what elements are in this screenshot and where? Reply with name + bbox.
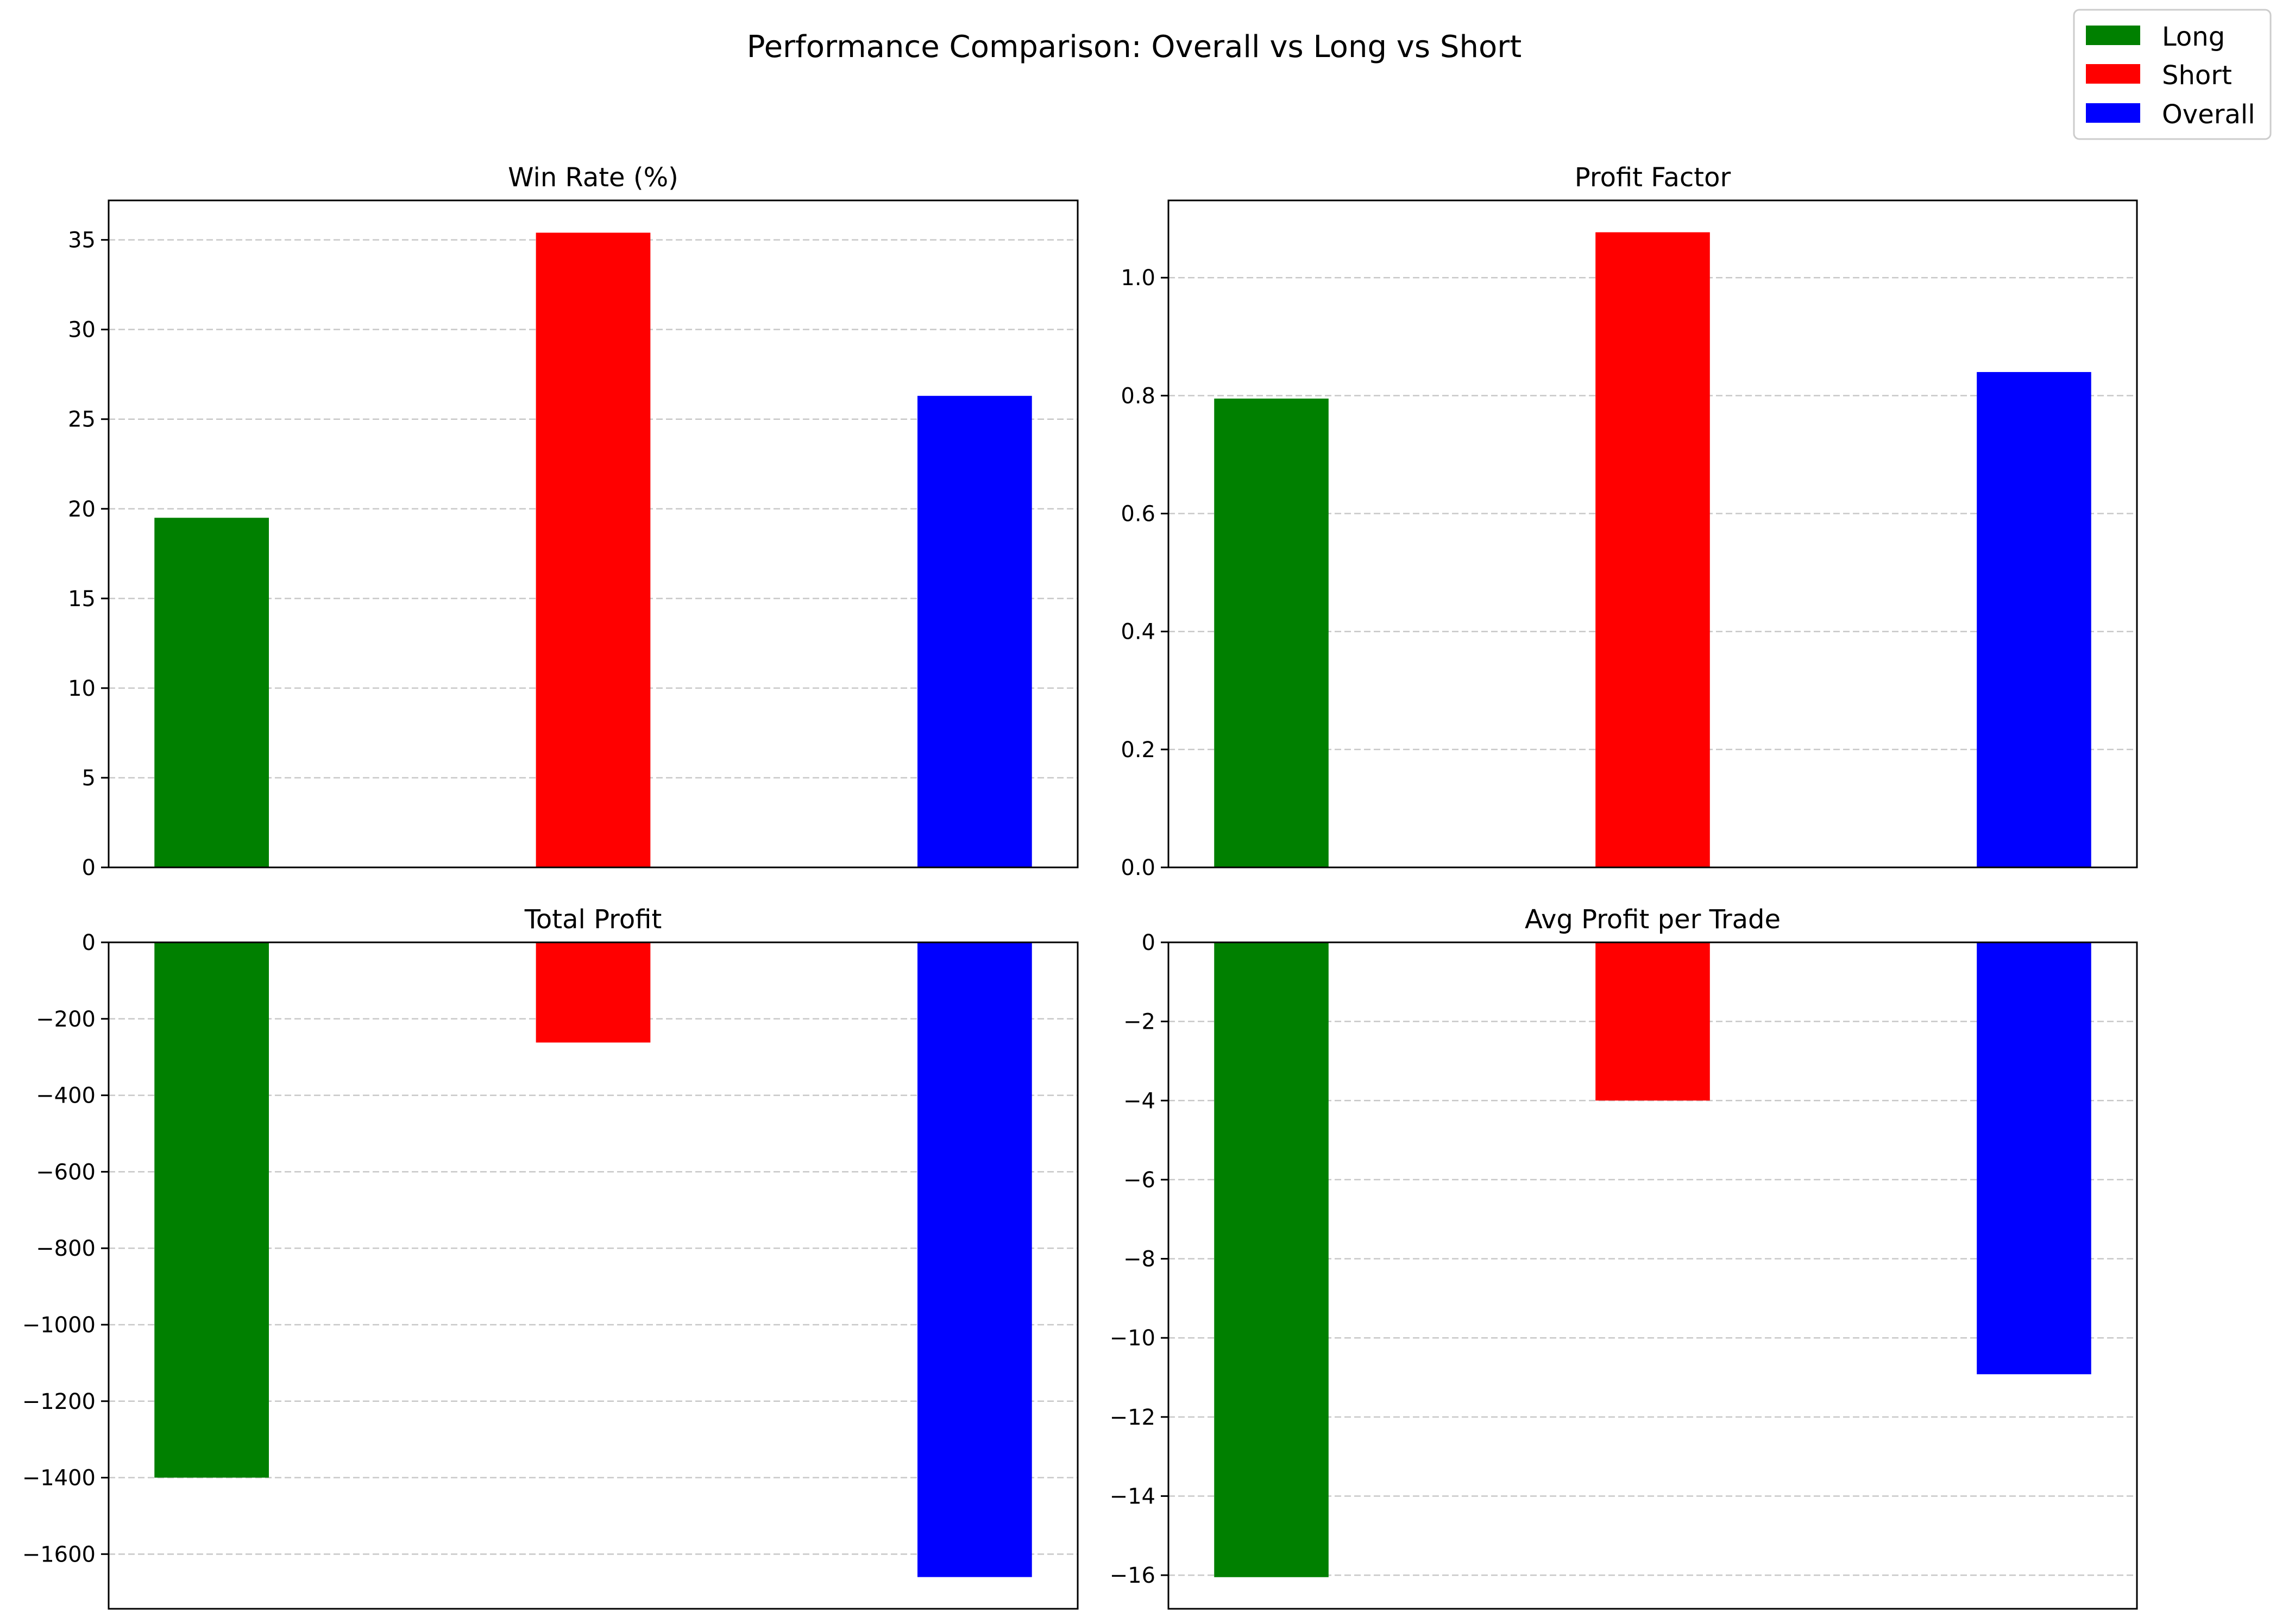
win-rate-bar-short bbox=[536, 232, 651, 868]
legend-swatch-overall bbox=[2086, 103, 2140, 123]
subplot-win-rate: 0 5 10 15 20 25 30 35 Win Rate (%) bbox=[68, 162, 1079, 880]
profit-factor-ytick-label: 0.4 bbox=[1121, 620, 1155, 645]
win-rate-bar-overall bbox=[917, 395, 1032, 867]
total-profit-bar-overall bbox=[917, 942, 1032, 1577]
legend-item-short: Short bbox=[2086, 60, 2232, 91]
win-rate-ytick-label: 0 bbox=[82, 855, 96, 880]
profit-factor-bar-long bbox=[1214, 398, 1329, 867]
total-profit-ytick-label: −400 bbox=[36, 1084, 96, 1109]
total-profit-title: Total Profit bbox=[524, 904, 662, 935]
total-profit-ytick-label: −200 bbox=[36, 1007, 96, 1032]
avg-profit-per-trade-ytick-label: −6 bbox=[1123, 1168, 1155, 1193]
legend-item-long: Long bbox=[2086, 22, 2225, 52]
total-profit-ytick-label: −1600 bbox=[22, 1542, 96, 1567]
profit-factor-ytick-label: 0.8 bbox=[1121, 383, 1155, 408]
avg-profit-per-trade-ytick-label: −8 bbox=[1123, 1247, 1155, 1272]
profit-factor-bar-overall bbox=[1977, 372, 2091, 867]
avg-profit-per-trade-ytick-label: −10 bbox=[1110, 1326, 1155, 1351]
subplot-total-profit: 0 −200 −400 −600 −800 −1000 −1200 −1400 −1600 Tot… bbox=[22, 904, 1079, 1610]
win-rate-ytick-label: 15 bbox=[68, 587, 96, 612]
avg-profit-per-trade-axes-frame bbox=[1167, 941, 2138, 1610]
subplot-avg-profit-per-trade: 0 −2 −4 −6 −8 −10 −12 −14 −16 Avg Profit per Trad… bbox=[1110, 904, 2138, 1610]
avg-profit-per-trade-bar-long bbox=[1214, 942, 1329, 1577]
total-profit-ytick-label: −1200 bbox=[22, 1389, 96, 1414]
win-rate-bar-long bbox=[154, 518, 269, 867]
total-profit-ytick-label: −600 bbox=[36, 1160, 96, 1185]
total-profit-ytick-label: −1400 bbox=[22, 1466, 96, 1491]
avg-profit-per-trade-bar-overall bbox=[1977, 942, 2091, 1375]
win-rate-ytick-label: 20 bbox=[68, 497, 96, 522]
profit-factor-title: Profit Factor bbox=[1575, 162, 1731, 193]
legend-swatch-short bbox=[2086, 64, 2140, 84]
legend: Long Short Overall bbox=[2073, 9, 2272, 140]
profit-factor-ytick-label: 0.0 bbox=[1121, 855, 1155, 880]
avg-profit-per-trade-title: Avg Profit per Trade bbox=[1525, 904, 1781, 935]
legend-label-overall: Overall bbox=[2162, 99, 2255, 130]
legend-item-overall: Overall bbox=[2086, 99, 2255, 130]
total-profit-ytick-label: 0 bbox=[82, 930, 96, 955]
figure-title: Performance Comparison: Overall vs Long … bbox=[747, 29, 1521, 65]
legend-label-short: Short bbox=[2162, 60, 2232, 91]
total-profit-ytick-label: −1000 bbox=[22, 1313, 96, 1338]
total-profit-bar-short bbox=[536, 942, 651, 1043]
total-profit-bar-long bbox=[154, 942, 269, 1478]
total-profit-axes-frame bbox=[108, 941, 1079, 1610]
win-rate-ytick-label: 35 bbox=[68, 228, 96, 253]
win-rate-title: Win Rate (%) bbox=[508, 162, 678, 193]
avg-profit-per-trade-bar-short bbox=[1595, 942, 1710, 1101]
profit-factor-axes-frame bbox=[1167, 199, 2138, 868]
profit-factor-ytick-label: 1.0 bbox=[1121, 266, 1155, 291]
avg-profit-per-trade-ytick-label: −2 bbox=[1123, 1010, 1155, 1035]
profit-factor-bar-short bbox=[1595, 232, 1710, 867]
win-rate-axes-frame bbox=[108, 199, 1079, 868]
avg-profit-per-trade-ytick-label: −12 bbox=[1110, 1405, 1155, 1430]
profit-factor-ytick-label: 0.2 bbox=[1121, 738, 1155, 763]
avg-profit-per-trade-ytick-label: −16 bbox=[1110, 1563, 1155, 1588]
win-rate-ytick-label: 25 bbox=[68, 407, 96, 432]
win-rate-ytick-label: 5 bbox=[82, 766, 96, 791]
profit-factor-ytick-label: 0.6 bbox=[1121, 502, 1155, 527]
avg-profit-per-trade-ytick-label: 0 bbox=[1142, 930, 1155, 955]
avg-profit-per-trade-ytick-label: −14 bbox=[1110, 1484, 1155, 1509]
avg-profit-per-trade-ytick-label: −4 bbox=[1123, 1088, 1155, 1113]
legend-swatch-long bbox=[2086, 26, 2140, 45]
win-rate-ytick-label: 10 bbox=[68, 676, 96, 701]
subplot-profit-factor: 0.0 0.2 0.4 0.6 0.8 1.0 Profit Factor bbox=[1121, 162, 2138, 880]
total-profit-ytick-label: −800 bbox=[36, 1236, 96, 1261]
win-rate-ytick-label: 30 bbox=[68, 318, 96, 343]
legend-label-long: Long bbox=[2162, 22, 2225, 52]
